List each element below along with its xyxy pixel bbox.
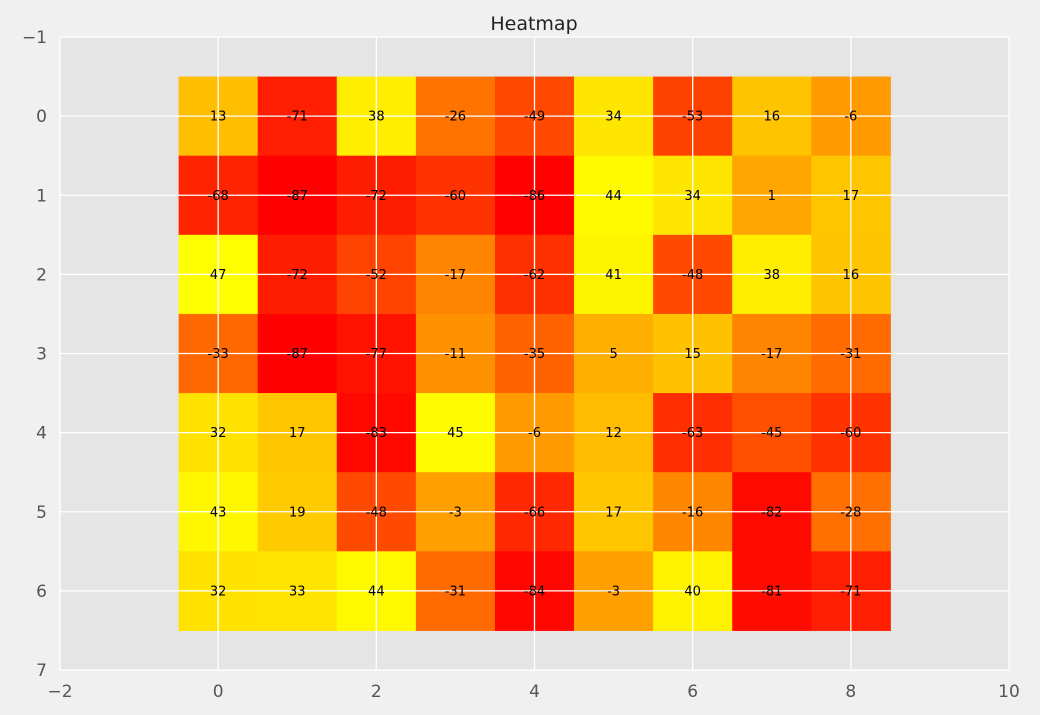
x-tick-label: 8 — [845, 682, 856, 702]
y-axis-ticks: −1 0 1 2 3 4 5 6 7 — [22, 28, 47, 681]
cell-value-r3-c5: 5 — [609, 347, 617, 362]
cell-value-r3-c2: -77 — [366, 347, 387, 362]
cell-value-r6-c1: 33 — [289, 584, 306, 599]
cell-value-r3-c6: 15 — [684, 347, 701, 362]
x-tick-label: −2 — [47, 682, 72, 702]
cell-value-r0-c6: -53 — [682, 110, 703, 125]
cell-value-r4-c4: -6 — [528, 426, 541, 441]
cell-value-r5-c3: -3 — [449, 505, 462, 520]
cell-value-r2-c1: -72 — [287, 268, 308, 283]
y-tick-label: 6 — [36, 582, 47, 602]
grid-lines — [59, 36, 1010, 671]
cell-value-r5-c6: -16 — [682, 505, 703, 520]
chart-title: Heatmap — [490, 13, 577, 35]
y-tick-label: 4 — [36, 424, 47, 444]
x-tick-label: 0 — [213, 682, 224, 702]
cell-value-r5-c2: -48 — [366, 505, 387, 520]
cell-value-r1-c0: -68 — [208, 189, 229, 204]
cell-value-r5-c4: -66 — [524, 505, 545, 520]
x-tick-label: 6 — [687, 682, 698, 702]
cell-value-r1-c8: 17 — [843, 189, 860, 204]
cell-value-r1-c5: 44 — [605, 189, 622, 204]
cell-value-r2-c2: -52 — [366, 268, 387, 283]
cell-value-r3-c4: -35 — [524, 347, 545, 362]
y-tick-label: 0 — [36, 107, 47, 127]
cell-value-r4-c1: 17 — [289, 426, 306, 441]
cell-value-r4-c2: -83 — [366, 426, 387, 441]
cell-value-r0-c0: 13 — [210, 110, 227, 125]
cell-value-r0-c5: 34 — [605, 110, 622, 125]
cell-value-r5-c5: 17 — [605, 505, 622, 520]
cell-value-r2-c3: -17 — [445, 268, 466, 283]
cell-value-r6-c2: 44 — [368, 584, 385, 599]
cell-value-r3-c8: -31 — [840, 347, 861, 362]
cell-value-r1-c2: -72 — [366, 189, 387, 204]
cell-value-r5-c8: -28 — [840, 505, 861, 520]
cell-value-r4-c7: -45 — [761, 426, 782, 441]
cell-value-r4-c3: 45 — [447, 426, 464, 441]
cell-value-r1-c1: -87 — [287, 189, 308, 204]
cell-value-r6-c8: -71 — [840, 584, 861, 599]
cell-value-r6-c7: -81 — [761, 584, 782, 599]
cell-value-r1-c4: -86 — [524, 189, 545, 204]
cell-value-r2-c0: 47 — [210, 268, 227, 283]
cell-value-r3-c3: -11 — [445, 347, 466, 362]
cell-value-r3-c1: -87 — [287, 347, 308, 362]
cell-value-r0-c4: -49 — [524, 110, 545, 125]
cell-value-r5-c7: -82 — [761, 505, 782, 520]
x-tick-label: 4 — [529, 682, 540, 702]
cell-value-r1-c7: 1 — [768, 189, 776, 204]
cell-value-r1-c6: 34 — [684, 189, 701, 204]
y-tick-label: 2 — [36, 265, 47, 285]
cell-value-r1-c3: -60 — [445, 189, 466, 204]
cell-value-r6-c5: -3 — [607, 584, 620, 599]
cell-value-r0-c8: -6 — [844, 110, 857, 125]
cell-value-r2-c5: 41 — [605, 268, 622, 283]
cell-labels: 13 -71 38 -26 -49 34 -53 16 -6 -68 -87 -72 -60 -86 44 3… — [208, 110, 862, 600]
cell-value-r5-c1: 19 — [289, 505, 306, 520]
x-axis-ticks: −2 0 2 4 6 8 10 — [47, 682, 1019, 702]
cell-value-r0-c2: 38 — [368, 110, 385, 125]
cell-value-r4-c6: -63 — [682, 426, 703, 441]
cell-value-r4-c8: -60 — [840, 426, 861, 441]
y-tick-label: −1 — [22, 28, 47, 48]
cell-value-r4-c5: 12 — [605, 426, 622, 441]
cell-value-r6-c6: 40 — [684, 584, 701, 599]
cell-value-r2-c8: 16 — [843, 268, 860, 283]
cell-value-r3-c0: -33 — [208, 347, 229, 362]
cell-value-r6-c3: -31 — [445, 584, 466, 599]
cell-value-r6-c4: -84 — [524, 584, 545, 599]
cell-value-r0-c7: 16 — [763, 110, 780, 125]
x-tick-label: 10 — [998, 682, 1020, 702]
cell-value-r0-c1: -71 — [287, 110, 308, 125]
cell-value-r2-c6: -48 — [682, 268, 703, 283]
cell-value-r2-c7: 38 — [763, 268, 780, 283]
cell-value-r5-c0: 43 — [210, 505, 227, 520]
y-tick-label: 5 — [36, 503, 47, 523]
y-tick-label: 3 — [36, 345, 47, 365]
x-tick-label: 2 — [371, 682, 382, 702]
cell-value-r0-c3: -26 — [445, 110, 466, 125]
cell-value-r2-c4: -62 — [524, 268, 545, 283]
cell-value-r3-c7: -17 — [761, 347, 782, 362]
cell-value-r6-c0: 32 — [210, 584, 227, 599]
y-tick-label: 1 — [36, 186, 47, 206]
y-tick-label: 7 — [36, 661, 47, 681]
cell-value-r4-c0: 32 — [210, 426, 227, 441]
